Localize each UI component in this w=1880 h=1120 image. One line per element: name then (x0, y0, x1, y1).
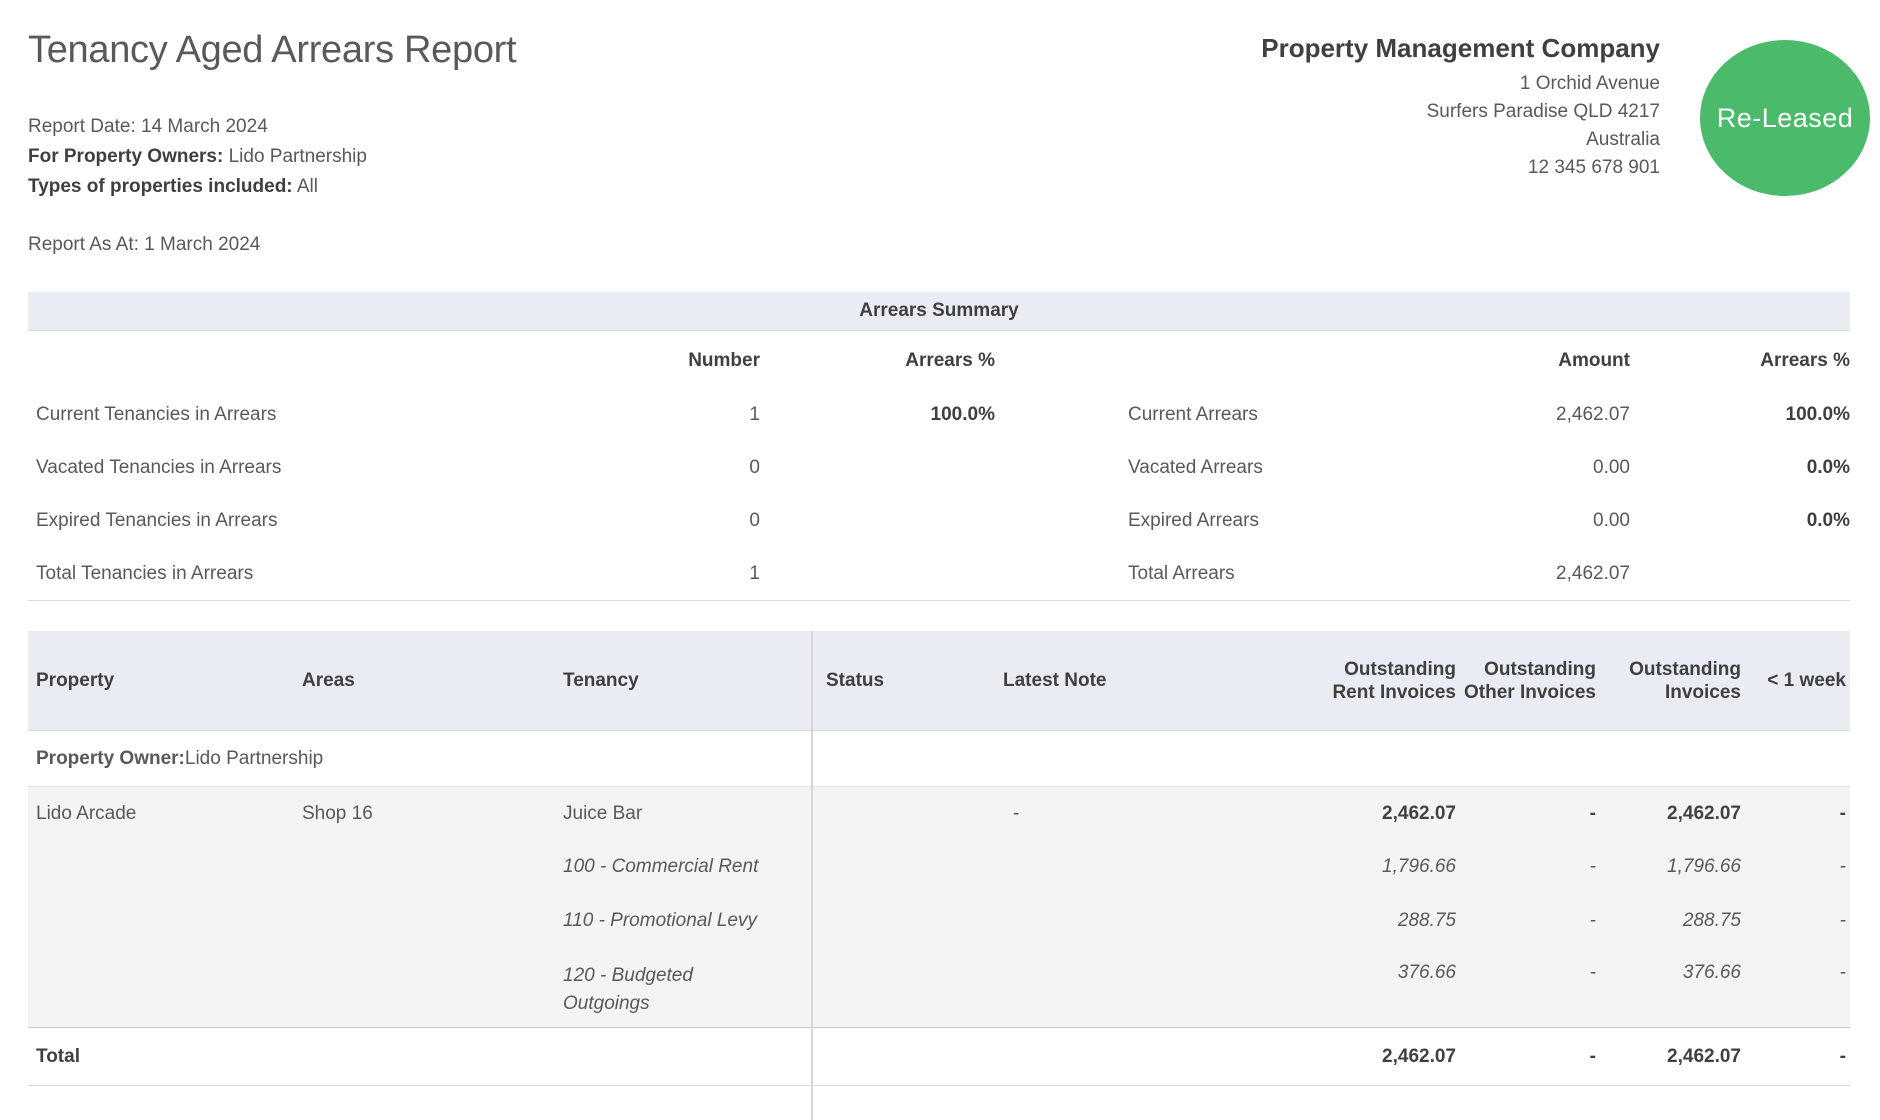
header-tenancy: Tenancy (563, 670, 639, 691)
company-phone: 12 345 678 901 (1527, 157, 1660, 178)
arrears-summary-table: Number Arrears % Amount Arrears % Curren… (28, 332, 1850, 601)
charge-invoices: 1,796.66 (1667, 856, 1741, 877)
re-leased-logo: Re-Leased (1700, 40, 1870, 196)
charge-row: 120 - Budgeted Outgoings 376.66 - 376.66… (28, 948, 1850, 1027)
cell-rent: 2,462.07 (1382, 802, 1456, 824)
charge-invoices: 376.66 (1682, 962, 1741, 983)
header-property: Property (36, 670, 115, 691)
charge-name: 110 - Promotional Levy (563, 910, 757, 931)
company-address-line: 1 Orchid Avenue (1519, 73, 1660, 94)
charge-other: - (1589, 856, 1596, 877)
charge-week: - (1839, 962, 1846, 983)
property-owners-line: For Property Owners: Lido Partnership (28, 146, 367, 167)
summary-header-amount: Amount (1558, 349, 1630, 371)
property-owner-row: Property Owner: Lido Partnership (28, 731, 1850, 787)
total-label: Total (36, 1045, 80, 1067)
charge-week: - (1839, 856, 1846, 877)
header-status: Status (826, 670, 885, 691)
header-outstanding-other: Outstanding Other Invoices (1464, 658, 1596, 703)
cell-invoices: 2,462.07 (1667, 802, 1741, 824)
property-types-line: Types of properties included: All (28, 176, 318, 197)
charge-week: - (1839, 910, 1846, 931)
header-areas: Areas (302, 670, 355, 691)
summary-row-expired: Expired Tenancies in Arrears 0 Expired A… (36, 509, 1850, 531)
charge-row: 100 - Commercial Rent 1,796.66 - 1,796.6… (28, 840, 1850, 894)
cell-latest-note: - (1013, 802, 1020, 824)
tenancy-block: Lido Arcade Shop 16 Juice Bar - 2,462.07… (28, 787, 1850, 1028)
summary-column-headers: Number Arrears % Amount Arrears % (28, 332, 1850, 388)
summary-header-number: Number (688, 349, 760, 371)
total-row: Total 2,462.07 - 2,462.07 - (28, 1028, 1850, 1086)
arrears-detail-table: Property Areas Tenancy Status Latest Not… (28, 631, 1850, 1086)
charge-other: - (1589, 910, 1596, 931)
total-invoices: 2,462.07 (1667, 1045, 1741, 1067)
company-address-line: Surfers Paradise QLD 4217 (1426, 101, 1660, 122)
company-name: Property Management Company (1261, 33, 1660, 63)
page-title: Tenancy Aged Arrears Report (28, 29, 517, 71)
cell-property: Lido Arcade (36, 802, 137, 824)
charge-rent: 376.66 (1397, 962, 1456, 983)
company-block: Property Management Company 1 Orchid Ave… (1261, 32, 1660, 182)
cell-other: - (1589, 802, 1596, 824)
arrears-summary-header: Arrears Summary (28, 292, 1850, 331)
summary-row-current: Current Tenancies in Arrears 1 100.0% Cu… (36, 403, 1850, 425)
charge-other: - (1589, 962, 1596, 983)
charge-rent: 1,796.66 (1382, 856, 1456, 877)
total-week: - (1839, 1045, 1846, 1067)
header-outstanding-invoices: Outstanding Invoices (1629, 658, 1741, 703)
header-latest-note: Latest Note (1003, 670, 1107, 691)
total-rent: 2,462.07 (1382, 1045, 1456, 1067)
tenancy-row: Lido Arcade Shop 16 Juice Bar - 2,462.07… (28, 787, 1850, 840)
cell-areas: Shop 16 (302, 802, 373, 824)
cell-tenancy: Juice Bar (563, 802, 643, 824)
charge-row: 110 - Promotional Levy 288.75 - 288.75 - (28, 894, 1850, 948)
charge-name: 100 - Commercial Rent (563, 856, 759, 877)
company-address-line: Australia (1586, 129, 1660, 150)
header-outstanding-rent: Outstanding Rent Invoices (1332, 658, 1456, 703)
cell-week: - (1839, 802, 1846, 824)
summary-row-total: Total Tenancies in Arrears 1 Total Arrea… (36, 562, 1630, 584)
charge-rent: 288.75 (1397, 910, 1456, 931)
header-less-1-week: < 1 week (1767, 670, 1846, 691)
charge-name: 120 - Budgeted Outgoings (563, 965, 693, 1014)
total-other: - (1589, 1045, 1596, 1067)
report-date-line: Report Date: 14 March 2024 (28, 116, 268, 137)
report-as-at: Report As At: 1 March 2024 (28, 234, 261, 255)
table-column-divider (811, 631, 813, 1120)
summary-header-arrears-pct: Arrears % (905, 349, 995, 371)
summary-row-vacated: Vacated Tenancies in Arrears 0 Vacated A… (36, 456, 1850, 478)
re-leased-logo-text: Re-Leased (1716, 103, 1854, 133)
detail-table-header: Property Areas Tenancy Status Latest Not… (28, 631, 1850, 731)
report-info: Report Date: 14 March 2024 For Property … (28, 112, 367, 202)
summary-header-arrears-pct2: Arrears % (1760, 349, 1850, 371)
charge-invoices: 288.75 (1682, 910, 1741, 931)
